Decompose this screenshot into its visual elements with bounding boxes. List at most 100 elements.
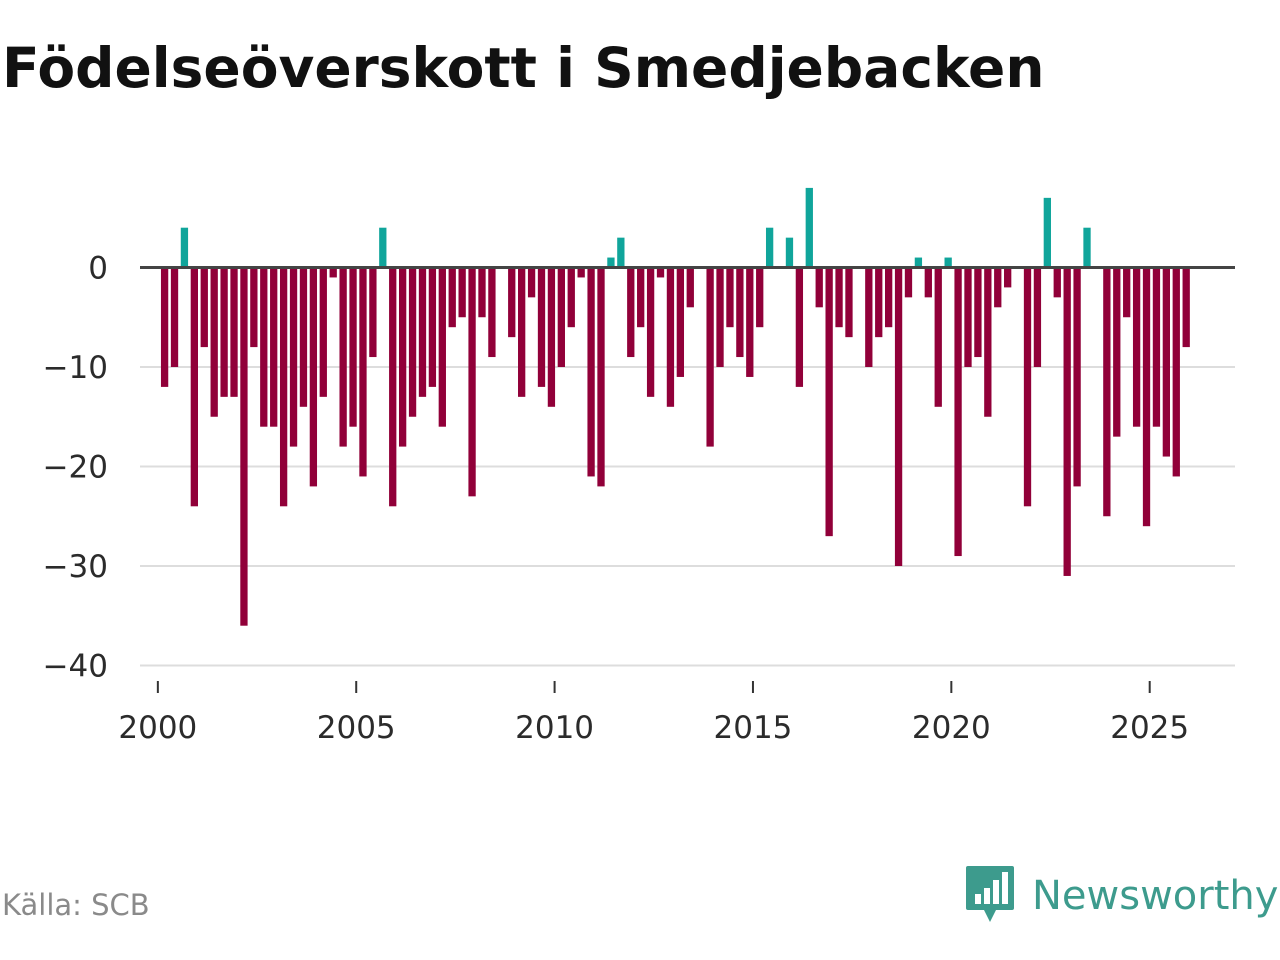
bar-negative xyxy=(458,267,466,318)
bar-negative xyxy=(220,267,228,397)
bar-positive xyxy=(914,257,923,268)
bar-negative xyxy=(825,267,833,537)
bar-negative xyxy=(428,267,437,387)
x-tick-label: 2005 xyxy=(317,710,396,746)
bar-negative xyxy=(1113,267,1121,437)
bar-negative xyxy=(210,267,218,417)
bar-positive xyxy=(617,237,625,268)
bar-negative xyxy=(706,267,714,447)
bar-negative xyxy=(1103,267,1111,517)
bar-negative xyxy=(1053,267,1061,298)
bar-negative xyxy=(537,267,546,387)
bar-negative xyxy=(567,267,575,328)
bar-negative xyxy=(160,267,169,387)
bar-negative xyxy=(984,267,992,417)
bar-negative xyxy=(200,267,208,348)
bar-negative xyxy=(240,267,248,626)
bar-negative xyxy=(627,267,635,358)
x-axis-labels: 2000 2005 2010 2015 2020 2025 xyxy=(118,710,1189,746)
x-tick-label: 2000 xyxy=(118,710,197,746)
bar-negative xyxy=(250,267,258,348)
bars xyxy=(160,187,1190,626)
bar-negative xyxy=(398,267,407,447)
bar-negative xyxy=(309,267,318,487)
x-tick-label: 2025 xyxy=(1110,710,1189,746)
y-tick-label: −10 xyxy=(43,350,108,386)
bar-negative xyxy=(547,267,556,407)
y-tick-label: 0 xyxy=(88,251,108,287)
bar-negative xyxy=(1162,267,1171,457)
bar-negative xyxy=(270,267,278,427)
bar-negative xyxy=(637,267,645,328)
y-axis-labels: 0 −10 −20 −30 −40 xyxy=(43,251,108,685)
bar-negative xyxy=(1033,267,1042,367)
bar-negative xyxy=(597,267,605,487)
bar-negative xyxy=(904,267,913,298)
bar-negative xyxy=(994,267,1002,308)
bar-negative xyxy=(508,267,516,338)
bar-negative xyxy=(736,267,744,358)
bar-negative xyxy=(448,267,456,328)
y-tick-label: −40 xyxy=(43,649,108,685)
bar-negative xyxy=(974,267,982,358)
bar-positive xyxy=(1043,197,1051,268)
bar-negative xyxy=(289,267,298,447)
bar-negative xyxy=(319,267,327,397)
bar-negative xyxy=(1132,267,1141,427)
brand-name: Newsworthy xyxy=(1032,873,1279,919)
x-tick-label: 2015 xyxy=(714,710,793,746)
bar-negative xyxy=(260,267,268,427)
bar-negative xyxy=(885,267,893,328)
chart-title: Födelseöverskott i Smedjebacken xyxy=(2,36,1045,100)
bar-negative xyxy=(1172,267,1180,477)
bar-negative xyxy=(656,267,665,278)
bar-negative xyxy=(1073,267,1081,487)
newsworthy-logo-icon xyxy=(964,864,1016,928)
bar-negative xyxy=(438,267,446,427)
bar-negative xyxy=(835,267,843,328)
bar-negative xyxy=(279,267,288,507)
bar-positive xyxy=(180,227,189,268)
bar-negative xyxy=(527,267,536,298)
bar-negative xyxy=(299,267,308,407)
bar-negative xyxy=(557,267,565,367)
bar-negative xyxy=(478,267,486,318)
bar-positive xyxy=(1083,227,1091,268)
bar-negative xyxy=(230,267,238,397)
bar-negative xyxy=(1142,267,1151,527)
bar-negative xyxy=(954,267,962,557)
bar-negative xyxy=(190,267,198,507)
source-label: Källa: SCB xyxy=(2,888,150,922)
bar-negative xyxy=(746,267,754,377)
bar-positive xyxy=(765,227,774,268)
bar-negative xyxy=(170,267,179,367)
y-tick-label: −30 xyxy=(43,549,108,585)
bar-negative xyxy=(1004,267,1012,288)
bar-negative xyxy=(349,267,357,427)
x-tick-label: 2010 xyxy=(515,710,594,746)
bar-negative xyxy=(468,267,476,497)
bar-negative xyxy=(716,267,724,367)
bar-negative xyxy=(389,267,397,507)
bar-negative xyxy=(339,267,347,447)
bar-negative xyxy=(795,267,804,387)
bar-negative xyxy=(894,267,903,566)
bar-negative xyxy=(676,267,685,377)
bar-negative xyxy=(1063,267,1071,576)
bar-negative xyxy=(934,267,942,407)
bar-negative xyxy=(359,267,367,477)
bar-negative xyxy=(756,267,764,328)
bar-negative xyxy=(488,267,496,358)
bar-negative xyxy=(418,267,427,397)
bar-negative xyxy=(666,267,675,407)
bar-negative xyxy=(369,267,377,358)
brand-logo[interactable]: Newsworthy xyxy=(964,864,1278,928)
bar-negative xyxy=(577,267,585,278)
bar-negative xyxy=(845,267,853,338)
bar-negative xyxy=(924,267,932,298)
bar-negative xyxy=(964,267,972,367)
bar-negative xyxy=(518,267,526,397)
bar-positive xyxy=(944,257,952,268)
x-tick-label: 2020 xyxy=(912,710,991,746)
